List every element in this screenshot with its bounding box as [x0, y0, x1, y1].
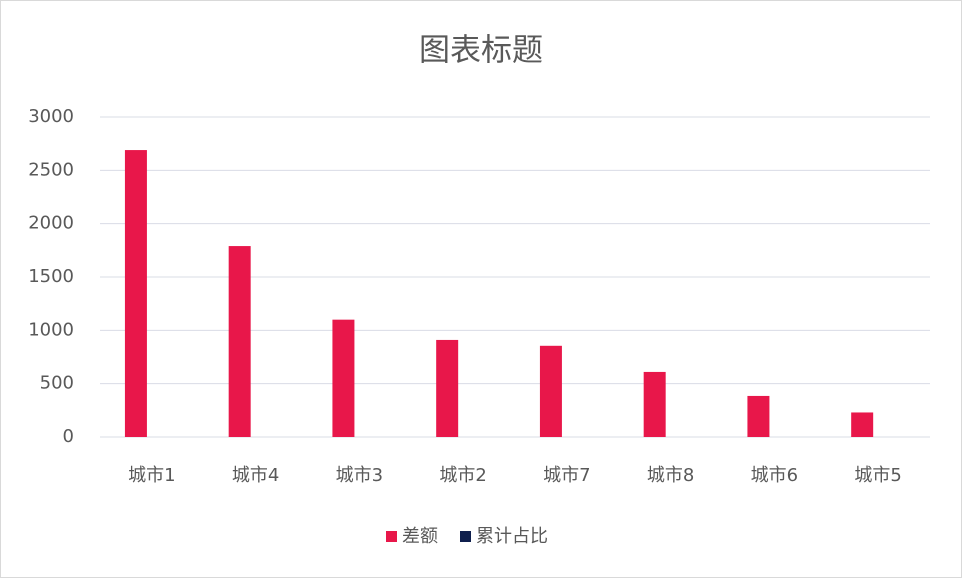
- bar: [747, 395, 770, 437]
- y-tick-label: 0: [63, 426, 74, 447]
- x-tick-label: 城市2: [439, 465, 486, 486]
- y-tick-label: 1500: [28, 266, 74, 287]
- y-tick-label: 500: [40, 373, 74, 394]
- bar: [851, 412, 874, 437]
- x-tick-label: 城市4: [232, 465, 279, 486]
- x-tick-label: 城市1: [128, 465, 175, 486]
- y-tick-label: 2500: [28, 159, 74, 180]
- bar: [332, 319, 355, 437]
- x-tick-label: 城市6: [751, 465, 798, 486]
- bar: [539, 345, 562, 437]
- x-tick-label: 城市8: [647, 465, 694, 486]
- bar: [228, 246, 251, 437]
- bar: [436, 339, 459, 437]
- x-tick-label: 城市7: [543, 465, 590, 486]
- y-tick-label: 3000: [28, 106, 74, 127]
- bar: [124, 150, 147, 438]
- x-tick-label: 城市5: [854, 465, 901, 486]
- legend-label: 累计占比: [476, 526, 548, 547]
- legend-label: 差额: [402, 526, 438, 547]
- chart-title: 图表标题: [419, 33, 543, 69]
- legend-swatch: [386, 531, 397, 542]
- y-tick-label: 1000: [28, 319, 74, 340]
- x-tick-label: 城市3: [336, 465, 383, 486]
- y-tick-label: 2000: [28, 213, 74, 234]
- bar: [643, 371, 666, 437]
- legend-swatch: [460, 531, 471, 542]
